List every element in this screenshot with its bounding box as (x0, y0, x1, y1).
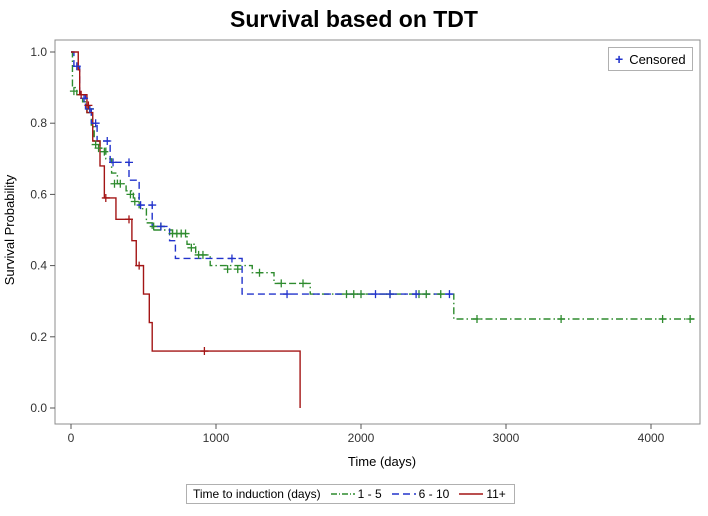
censor-mark (181, 229, 190, 238)
x-tick-label: 3000 (493, 431, 520, 445)
legend-label-6-10: 6 - 10 (418, 487, 450, 501)
censor-mark (223, 265, 232, 274)
legend-swatch-1-5 (330, 493, 355, 495)
legend-label-11-plus: 11+ (486, 487, 506, 501)
censor-mark (72, 62, 81, 71)
censor-mark (658, 315, 667, 323)
x-axis-label: Time (days) (348, 454, 416, 469)
censor-mark (412, 290, 421, 299)
x-tick-label: 2000 (348, 431, 375, 445)
censor-mark (283, 290, 292, 299)
censor-mark (149, 222, 158, 231)
censor-mark (233, 265, 242, 274)
censored-plus-icon: + (615, 51, 624, 67)
axes: 0 1000 2000 3000 4000 0.0 0.2 0.4 0.6 0.8 1.0 (30, 39, 701, 445)
chart-title: Survival based on TDT (230, 6, 478, 32)
censor-mark (357, 290, 365, 299)
censor-mark (125, 158, 133, 167)
legend-label-1-5: 1 - 5 (357, 487, 382, 501)
censor-mark (686, 315, 695, 323)
survival-curve-series-1 (71, 51, 695, 320)
censor-mark (148, 201, 157, 210)
censor-mark (101, 193, 110, 202)
censor-mark (77, 90, 86, 99)
censor-mark (84, 101, 93, 110)
legend-entry-1-5: 1 - 5 (330, 487, 382, 501)
censor-mark (299, 279, 307, 288)
x-tick-label: 1000 (203, 431, 230, 445)
y-axis-label: Survival Probability (2, 174, 17, 285)
censor-mark (445, 290, 454, 299)
censor-mark (371, 290, 380, 299)
censor-marks (69, 62, 695, 356)
censor-mark (136, 201, 145, 210)
censor-mark (277, 279, 286, 288)
censored-legend-label: Censored (629, 51, 686, 67)
x-tick-label: 4000 (638, 431, 665, 445)
censor-mark (187, 243, 196, 252)
censor-mark (116, 179, 125, 188)
censor-mark (255, 268, 264, 277)
censor-mark (349, 290, 358, 299)
y-tick-label: 0.2 (30, 330, 47, 344)
censor-mark (135, 261, 144, 270)
censor-mark (130, 197, 139, 206)
censor-mark (198, 250, 207, 259)
censor-mark (156, 222, 165, 231)
censor-mark (94, 144, 103, 153)
censor-mark (85, 104, 94, 113)
legend-title: Time to induction (days) (193, 487, 321, 501)
group-legend: Time to induction (days) 1 - 5 6 - 10 11… (186, 484, 515, 504)
y-tick-label: 1.0 (30, 45, 47, 59)
censor-mark (100, 147, 109, 156)
censor-mark (109, 158, 118, 167)
legend-swatch-11-plus (459, 493, 484, 495)
legend-entry-11-plus: 11+ (459, 487, 506, 501)
censor-mark (103, 137, 112, 145)
y-tick-label: 0.6 (30, 187, 47, 201)
y-tick-label: 0.4 (30, 259, 47, 273)
censor-mark (200, 347, 209, 356)
censor-mark (436, 290, 445, 299)
plot-frame (54, 39, 701, 425)
censor-mark (386, 290, 394, 299)
legend-swatch-6-10 (391, 493, 416, 495)
y-tick-label: 0.8 (30, 116, 47, 130)
censored-legend: + Censored (608, 47, 693, 71)
censor-mark (69, 87, 78, 96)
censor-mark (125, 215, 133, 224)
censor-mark (342, 290, 351, 299)
censor-mark (126, 190, 135, 199)
legend-entry-6-10: 6 - 10 (391, 487, 450, 501)
censor-mark (227, 254, 236, 263)
survival-curves (71, 51, 695, 408)
censor-mark (422, 290, 431, 299)
x-tick-label: 0 (68, 431, 75, 445)
y-tick-label: 0.0 (30, 401, 47, 415)
censor-mark (557, 315, 566, 323)
censor-mark (91, 119, 100, 128)
survival-curve-series-2 (71, 51, 453, 295)
censor-mark (473, 315, 481, 323)
